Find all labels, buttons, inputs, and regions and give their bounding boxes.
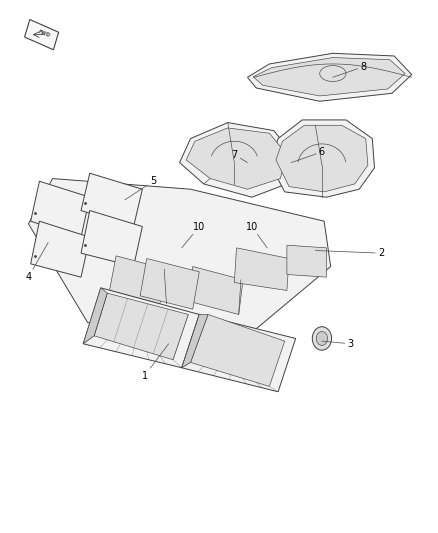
Polygon shape <box>83 288 199 368</box>
Ellipse shape <box>320 66 346 82</box>
Text: 3: 3 <box>322 339 353 349</box>
Polygon shape <box>81 211 142 266</box>
Polygon shape <box>94 293 188 360</box>
Polygon shape <box>186 128 287 189</box>
Polygon shape <box>191 314 285 386</box>
Polygon shape <box>28 179 331 354</box>
Polygon shape <box>180 123 293 197</box>
Polygon shape <box>140 259 199 309</box>
Text: 1: 1 <box>141 344 169 381</box>
Polygon shape <box>188 266 243 314</box>
Polygon shape <box>253 58 405 96</box>
Polygon shape <box>247 53 412 101</box>
Polygon shape <box>269 120 374 197</box>
Text: 6: 6 <box>291 147 325 163</box>
Polygon shape <box>110 256 166 304</box>
Polygon shape <box>31 221 90 277</box>
Polygon shape <box>182 314 296 392</box>
Text: FWD: FWD <box>37 29 51 38</box>
Polygon shape <box>287 245 326 277</box>
Polygon shape <box>276 125 368 192</box>
Polygon shape <box>25 20 59 50</box>
Text: 7: 7 <box>231 150 247 163</box>
Polygon shape <box>81 173 142 227</box>
Text: 2: 2 <box>315 248 384 258</box>
Text: 8: 8 <box>333 62 367 77</box>
Text: 4: 4 <box>25 243 48 282</box>
Polygon shape <box>31 181 90 237</box>
Polygon shape <box>234 248 289 290</box>
Polygon shape <box>83 288 107 344</box>
Circle shape <box>316 332 328 345</box>
Text: 10: 10 <box>182 222 205 248</box>
Text: 5: 5 <box>125 176 156 200</box>
Text: 10: 10 <box>246 222 267 248</box>
Polygon shape <box>182 314 208 368</box>
Circle shape <box>312 327 332 350</box>
